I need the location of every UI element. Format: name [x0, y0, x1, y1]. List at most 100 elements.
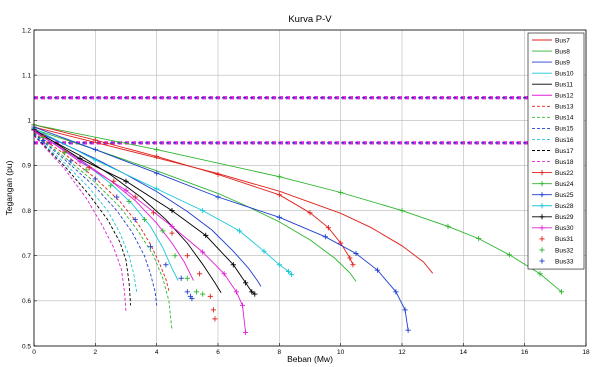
- legend-entry: Bus11: [532, 82, 573, 89]
- legend-label: Bus33: [555, 258, 574, 265]
- legend-entry: Bus18: [532, 159, 574, 166]
- series-line: [33, 131, 194, 281]
- legend-label: Bus17: [555, 148, 574, 155]
- series-line: [33, 133, 173, 331]
- y-tick-label: 1.2: [22, 27, 31, 34]
- series-line: [33, 124, 562, 293]
- x-tick-label: 2: [94, 349, 98, 356]
- legend-entry: Bus15: [532, 126, 574, 133]
- tick-labels: 0 2 4 6 8 10 12 14 16 18 0.5 0.6 0.7 0.8 0.9 1 1.1 1.2: [22, 27, 590, 356]
- legend-entry: Bus17: [532, 148, 574, 155]
- series-line: [33, 134, 138, 292]
- legend-box: [527, 32, 585, 270]
- series-line: [33, 129, 262, 287]
- x-axis-label: Beban (Mw): [287, 354, 333, 364]
- reference-lines: [34, 96, 586, 145]
- legend-label: Bus24: [555, 181, 574, 188]
- x-tick-label: 12: [398, 349, 406, 356]
- legend-label: Bus32: [555, 247, 574, 254]
- legend-label: Bus7: [555, 37, 570, 44]
- series-line: [33, 130, 222, 293]
- series-bus11: [33, 130, 222, 293]
- series-bus9: [33, 129, 262, 287]
- series-line: [33, 128, 357, 282]
- legend: Bus7 Bus8 Bus9 Bus10 Bus11 Bus12 Bus13 Bus14 Bus…: [527, 32, 585, 270]
- legend-label: Bus10: [555, 70, 574, 77]
- legend-label: Bus22: [555, 170, 574, 177]
- series-line: [33, 128, 256, 295]
- legend-label: Bus8: [555, 48, 570, 55]
- legend-entry: Bus16: [532, 137, 574, 144]
- legend-entry: Bus24: [532, 181, 574, 188]
- legend-entry: Bus10: [532, 70, 574, 77]
- y-tick-label: 0.8: [22, 208, 31, 215]
- grid-layer: [33, 29, 587, 347]
- chart-title: Kurva P-V: [288, 14, 332, 25]
- series-bus14: [33, 133, 173, 331]
- series-bus33: [40, 138, 195, 302]
- x-tick-label: 18: [582, 349, 590, 356]
- legend-label: Bus28: [555, 203, 574, 210]
- y-tick-label: 0.7: [22, 253, 31, 260]
- legend-entry: Bus9: [532, 59, 570, 66]
- y-tick-label: 0.5: [22, 343, 31, 350]
- legend-entry: Bus22: [532, 170, 574, 177]
- series-bus25: [31, 124, 411, 333]
- legend-label: Bus16: [555, 137, 574, 144]
- y-tick-label: 1: [27, 118, 31, 125]
- legend-label: Bus25: [555, 192, 574, 199]
- x-tick-label: 8: [278, 349, 282, 356]
- legend-label: Bus9: [555, 59, 570, 66]
- legend-entry: Bus8: [532, 48, 570, 55]
- series-bus30: [31, 127, 249, 336]
- legend-entry: Bus29: [532, 214, 574, 221]
- series-line: [33, 133, 158, 306]
- series-bus15: [33, 133, 158, 306]
- series-line: [33, 128, 292, 276]
- series-bus17: [33, 134, 132, 306]
- series-line: [33, 131, 179, 281]
- series-line: [33, 124, 354, 265]
- y-tick-label: 1.1: [22, 72, 31, 79]
- series-bus12: [33, 131, 194, 281]
- series-bus24: [31, 122, 565, 295]
- legend-label: Bus11: [555, 82, 573, 89]
- legend-entry: Bus31: [539, 236, 574, 243]
- series-line: [33, 135, 127, 313]
- legend-entry: Bus25: [532, 192, 574, 199]
- legend-label: Bus14: [555, 115, 574, 122]
- legend-label: Bus13: [555, 104, 574, 111]
- legend-label: Bus18: [555, 159, 574, 166]
- series-bus7: [33, 126, 434, 274]
- legend-entry: Bus13: [532, 104, 574, 111]
- series-bus8: [33, 128, 357, 282]
- series-line: [33, 126, 434, 274]
- legend-label: Bus31: [555, 236, 574, 243]
- series-bus32: [40, 134, 206, 297]
- x-tick-label: 10: [337, 349, 345, 356]
- legend-entry: Bus12: [532, 93, 574, 100]
- legend-label: Bus29: [555, 214, 574, 221]
- series-layer: [31, 122, 565, 336]
- legend-label: Bus15: [555, 126, 574, 133]
- legend-entry: Bus14: [532, 115, 574, 122]
- series-bus18: [33, 135, 127, 313]
- series-bus10: [33, 131, 179, 281]
- series-bus29: [31, 126, 258, 297]
- x-tick-label: 16: [521, 349, 529, 356]
- legend-entry: Bus28: [532, 203, 574, 210]
- plot-frame: [33, 29, 587, 347]
- series-bus13: [33, 132, 170, 292]
- x-tick-label: 0: [32, 349, 36, 356]
- series-line: [33, 132, 170, 292]
- y-tick-label: 0.6: [22, 298, 31, 305]
- series-bus16: [33, 134, 138, 292]
- x-tick-label: 4: [155, 349, 159, 356]
- legend-label: Bus12: [555, 93, 574, 100]
- legend-entry: Bus7: [532, 37, 570, 44]
- legend-entry: Bus33: [539, 258, 574, 265]
- x-tick-label: 6: [216, 349, 220, 356]
- x-tick-label: 14: [460, 349, 468, 356]
- legend-entry: Bus32: [539, 247, 574, 254]
